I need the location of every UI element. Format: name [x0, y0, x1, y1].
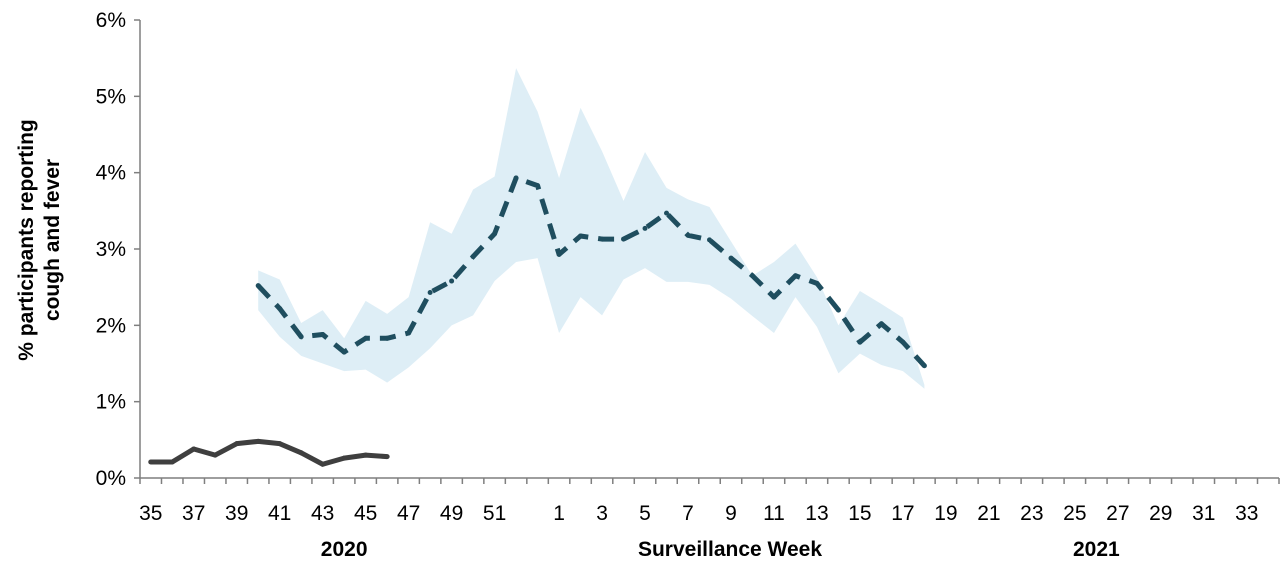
series-point-dashed — [878, 321, 884, 327]
series-point-dashed — [255, 283, 261, 289]
x-tick-label: 7 — [682, 502, 694, 525]
series-point-dashed — [341, 349, 347, 355]
y-tick-label: 2% — [96, 314, 126, 337]
series-point-solid — [191, 446, 197, 452]
series-point-solid — [341, 455, 347, 461]
x-tick-label: 31 — [1192, 502, 1215, 525]
series-point-dashed — [707, 237, 712, 243]
series-point-dashed — [363, 335, 369, 341]
x-tick-label: 47 — [397, 502, 420, 525]
confidence-band-layer — [258, 68, 925, 389]
series-point-dashed — [470, 254, 476, 260]
x-tick-label: 29 — [1149, 502, 1172, 525]
series-point-dashed — [298, 334, 304, 340]
series-point-solid — [320, 461, 326, 467]
x-tick-layer: 35 37 39 41 43 45 47 49 51 1 3 5 7 9 11 13 15 17 19 21 23 25 2… — [139, 478, 1280, 525]
series-point-dashed — [642, 225, 648, 231]
series-point-dashed — [449, 278, 455, 284]
series-point-dashed — [277, 306, 283, 312]
y-tick-label: 1% — [96, 391, 126, 414]
y-axis-label-line-2: cough and fever — [41, 159, 64, 321]
x-tick-label: 39 — [225, 502, 248, 525]
series-point-solid — [277, 441, 283, 447]
x-tick-label: 35 — [139, 502, 162, 525]
x-tick-label: 23 — [1020, 502, 1043, 525]
y-tick-layer: 0% 1% 2% 3% 4% 5% 6% — [96, 9, 140, 490]
x-tick-label: 49 — [440, 502, 463, 525]
series-point-solid — [255, 438, 261, 444]
x-tick-label: 9 — [725, 502, 737, 525]
series-point-dashed — [535, 183, 541, 189]
y-tick-label: 0% — [96, 467, 126, 490]
series-point-dashed — [857, 339, 863, 345]
series-point-dashed — [556, 251, 562, 257]
series-point-dashed — [320, 331, 326, 337]
series-point-solid — [212, 452, 218, 458]
series-point-dashed — [921, 363, 927, 369]
x-axis-label: Surveillance Week — [638, 538, 822, 561]
x-tick-label: 51 — [483, 502, 506, 525]
series-point-solid — [148, 459, 154, 465]
series-point-solid — [169, 459, 175, 465]
series-point-dashed — [492, 231, 498, 237]
series-point-dashed — [621, 236, 627, 242]
series-point-dashed — [728, 255, 734, 261]
x-tick-label: 43 — [311, 502, 334, 525]
series-line-layer — [148, 175, 927, 467]
x-tick-label: 27 — [1106, 502, 1129, 525]
y-tick-label: 5% — [96, 85, 126, 108]
x-tick-label: 21 — [977, 502, 1000, 525]
x-tick-label: 45 — [354, 502, 377, 525]
series-line-dashed — [256, 175, 927, 368]
y-tick-label: 6% — [96, 9, 126, 32]
x-tick-label: 41 — [268, 502, 291, 525]
series-point-dashed — [749, 273, 755, 279]
series-point-dashed — [384, 335, 390, 341]
series-point-solid — [234, 441, 240, 447]
x-tick-label: 17 — [891, 502, 914, 525]
x-tick-label: 15 — [848, 502, 871, 525]
confidence-band — [258, 68, 925, 389]
series-point-solid — [384, 454, 390, 460]
x-tick-label: 33 — [1235, 502, 1258, 525]
x-tick-label: 1 — [553, 502, 565, 525]
series-point-dashed — [900, 339, 906, 345]
series-point-dashed — [814, 280, 820, 286]
series-point-dashed — [664, 210, 670, 216]
series-point-dashed — [771, 294, 777, 300]
x-tick-label: 3 — [596, 502, 608, 525]
series-point-dashed — [685, 232, 691, 238]
series-point-solid — [298, 450, 304, 456]
x-tick-label: 37 — [182, 502, 205, 525]
x-tick-label: 19 — [934, 502, 957, 525]
series-point-dashed — [599, 236, 605, 242]
series-line-solid — [150, 438, 388, 467]
x-tick-label: 11 — [763, 502, 785, 525]
series-point-dashed — [578, 233, 584, 239]
series-point-dashed — [513, 175, 519, 181]
series-point-dashed — [792, 273, 798, 279]
series-point-solid — [363, 452, 369, 458]
x-tick-label: 5 — [639, 502, 651, 525]
series-point-dashed — [427, 290, 433, 296]
year-label-2021: 2021 — [1073, 538, 1120, 561]
year-label-2020: 2020 — [321, 538, 368, 561]
x-tick-label: 25 — [1063, 502, 1086, 525]
y-tick-label: 3% — [96, 238, 126, 261]
y-axis-label-line-1: % participants reporting — [15, 119, 38, 361]
series-point-dashed — [835, 307, 841, 313]
series-point-dashed — [406, 330, 412, 336]
y-tick-label: 4% — [96, 162, 126, 185]
x-tick-label: 13 — [805, 502, 828, 525]
